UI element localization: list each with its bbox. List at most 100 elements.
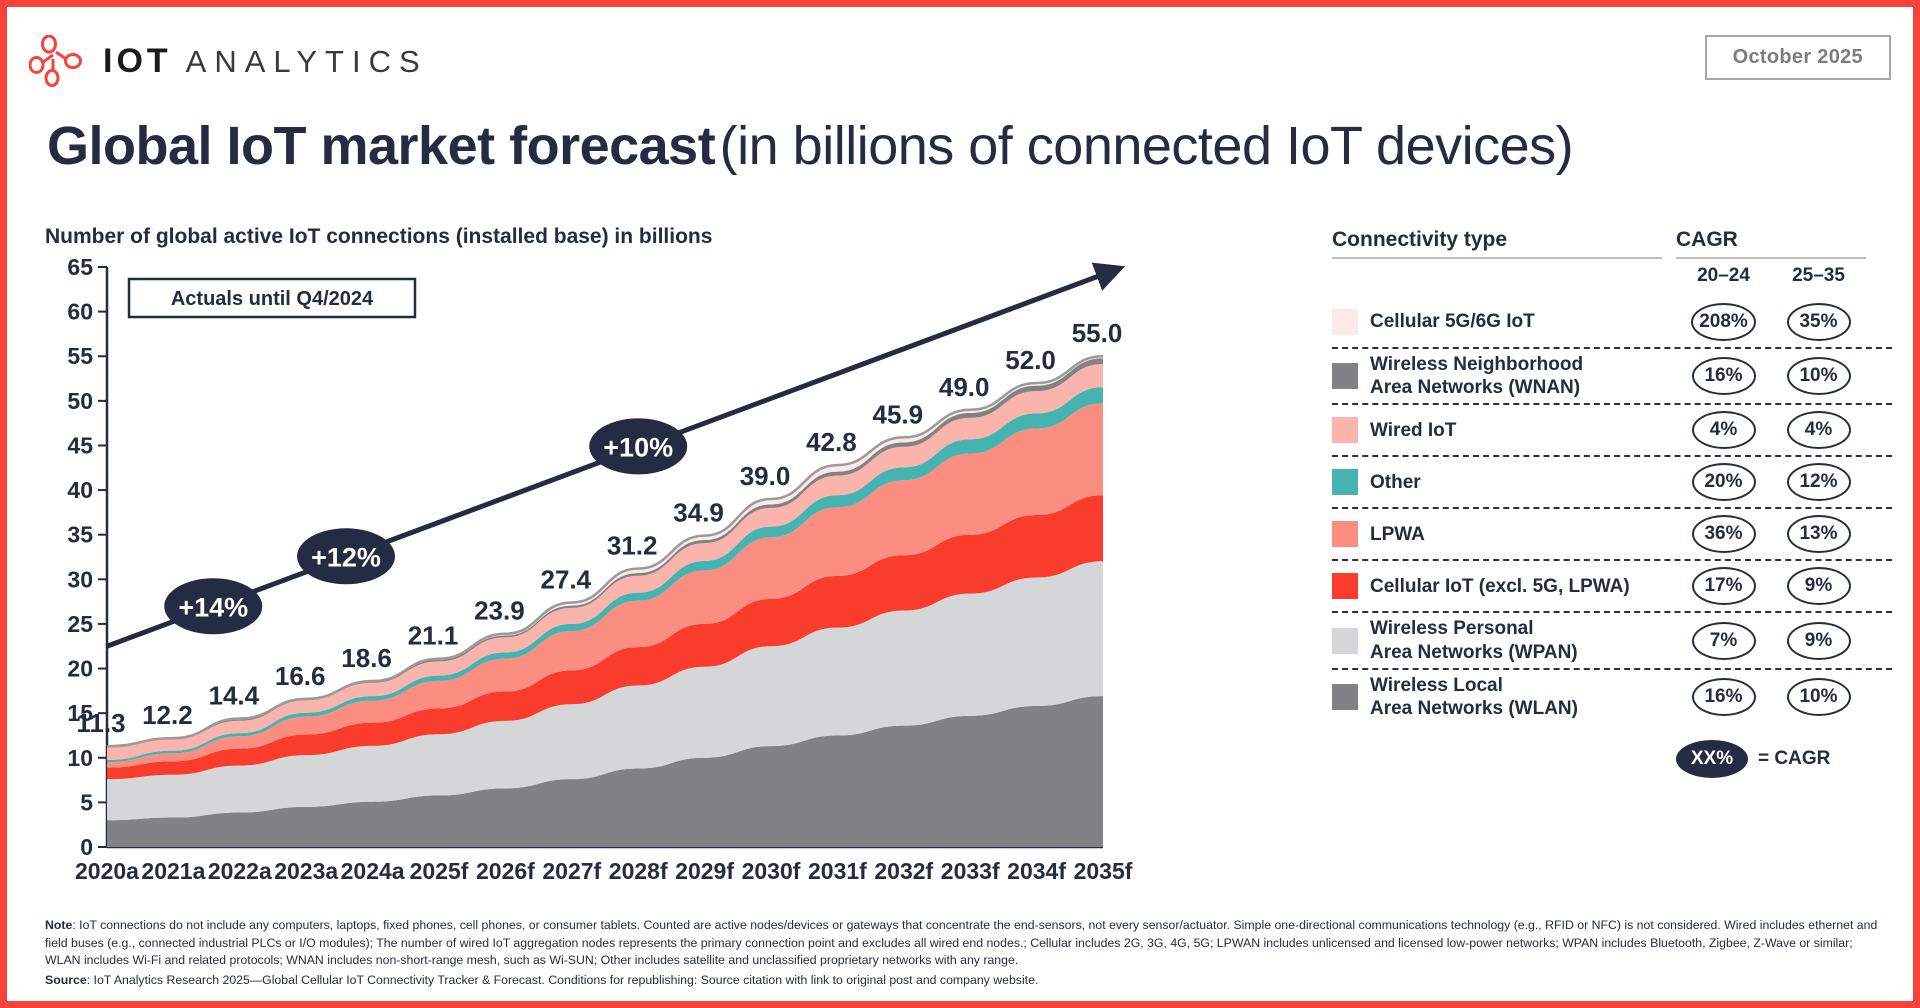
legend-cagr-20-24: 17% xyxy=(1691,567,1756,606)
total-outline xyxy=(106,354,1104,748)
y-tick-label: 65 xyxy=(67,259,93,280)
y-tick-label: 50 xyxy=(67,388,93,414)
date-badge: October 2025 xyxy=(1704,35,1891,80)
data-label: 11.3 xyxy=(76,708,125,738)
legend-color-swatch xyxy=(1332,469,1358,496)
legend-cagr-25-35: 13% xyxy=(1786,515,1851,554)
x-tick-label: 2023a xyxy=(274,858,338,884)
legend-cagr-25-35-cell: 35% xyxy=(1771,303,1866,341)
area-series xyxy=(107,561,1103,821)
legend-cagr-20-24-cell: 20% xyxy=(1676,463,1771,502)
data-label: 45.9 xyxy=(872,399,923,429)
x-tick-label: 2034f xyxy=(1007,858,1066,884)
data-label: 18.6 xyxy=(341,643,392,673)
legend-color-swatch xyxy=(1332,573,1358,600)
legend-row-left: Cellular 5G/6G IoT xyxy=(1332,309,1676,335)
legend-cagr-20-24: 20% xyxy=(1691,463,1756,502)
cagr-key-badge: XX% xyxy=(1676,740,1748,779)
plot-area: 0 5 10 15 20 25 30 35 40 45 50 55 60 65 11.3 12.2 14.4 1… xyxy=(45,259,1315,899)
legend-item-label: Cellular 5G/6G IoT xyxy=(1370,311,1535,333)
footnote-source-label: Source xyxy=(45,972,87,987)
legend-rows: Cellular 5G/6G IoT 208% 35% Wireless Neighb… xyxy=(1332,297,1892,724)
legend-row-left: Cellular IoT (excl. 5G, LPWA) xyxy=(1332,573,1676,600)
legend-cagr-25-35-cell: 9% xyxy=(1771,621,1866,660)
y-tick-label: 10 xyxy=(67,745,93,771)
legend-row-left: LPWA xyxy=(1332,521,1676,548)
footnote: Note: IoT connections do not include any… xyxy=(45,917,1890,989)
cagr-key: XX% = CAGR xyxy=(1676,740,1892,779)
footnote-source-text: : IoT Analytics Research 2025—Global Cel… xyxy=(86,972,1039,987)
legend-color-swatch xyxy=(1332,627,1358,654)
legend-item-label: Wireless Personal Area Networks (WPAN) xyxy=(1370,618,1578,663)
footnote-source: Source: IoT Analytics Research 2025—Glob… xyxy=(45,972,1890,989)
legend-row[interactable]: Wired IoT 4% 4% xyxy=(1332,405,1892,458)
legend-row[interactable]: Wireless Personal Area Networks (WPAN) 7% 9… xyxy=(1332,613,1892,670)
legend-cagr-25-35-cell: 10% xyxy=(1771,677,1866,716)
x-tick-label: 2032f xyxy=(874,858,933,884)
area-series xyxy=(107,696,1103,847)
data-label: 55.0 xyxy=(1072,318,1123,348)
x-tick-label: 2030f xyxy=(742,858,801,884)
growth-badge-label: +14% xyxy=(178,592,248,622)
data-label: 16.6 xyxy=(275,661,326,691)
data-label: 42.8 xyxy=(806,427,857,457)
legend-color-swatch xyxy=(1332,309,1358,335)
actuals-note-box: Actuals until Q4/2024 xyxy=(127,277,417,319)
legend-item-label: Other xyxy=(1370,471,1421,493)
legend-row[interactable]: Wireless Local Area Networks (WLAN) 16% 10% xyxy=(1332,670,1892,724)
legend-row[interactable]: Cellular 5G/6G IoT 208% 35% xyxy=(1332,297,1892,349)
legend-row-left: Wireless Neighborhood Area Networks (WNAN… xyxy=(1332,353,1676,399)
legend-item-label: Wireless Neighborhood Area Networks (WNAN… xyxy=(1370,354,1584,399)
legend-cagr-20-24: 16% xyxy=(1691,677,1756,716)
data-label-group: 11.3 12.2 14.4 16.6 18.6 21.1 23.9 27.4 31.2 34.9… xyxy=(76,318,1122,738)
legend-item-label: Wireless Local Area Networks (WLAN) xyxy=(1370,674,1578,719)
cagr-key-label: = CAGR xyxy=(1758,748,1831,770)
y-tick-label: 30 xyxy=(67,566,93,592)
data-label: 39.0 xyxy=(740,461,791,491)
data-label: 21.1 xyxy=(408,621,459,651)
legend-cagr-20-24-cell: 17% xyxy=(1676,567,1771,606)
legend-row[interactable]: LPWA 36% 13% xyxy=(1332,509,1892,562)
x-tick-label: 2021a xyxy=(141,858,205,884)
legend-cagr-20-24: 4% xyxy=(1691,411,1756,450)
legend-header: Connectivity type CAGR xyxy=(1332,225,1892,259)
legend-row-left: Wired IoT xyxy=(1332,417,1676,444)
legend-color-swatch xyxy=(1332,363,1358,390)
legend-row-left: Other xyxy=(1332,469,1676,496)
legend-row[interactable]: Cellular IoT (excl. 5G, LPWA) 17% 9% xyxy=(1332,561,1892,614)
x-tick-label: 2028f xyxy=(609,858,668,884)
legend-cagr-20-24: 36% xyxy=(1691,515,1756,554)
y-tick-label: 15 xyxy=(67,700,93,726)
data-label: 12.2 xyxy=(142,700,193,730)
logo-text-analytics: ANALYTICS xyxy=(185,43,428,79)
legend-row[interactable]: Wireless Neighborhood Area Networks (WNAN… xyxy=(1332,349,1892,406)
legend-cagr-25-35: 10% xyxy=(1786,357,1851,396)
page-title: Global IoT market forecast (in billions … xyxy=(47,115,1887,177)
legend-cagr-20-24-cell: 4% xyxy=(1676,411,1771,450)
growth-badge xyxy=(589,418,688,475)
legend-color-swatch xyxy=(1332,521,1358,548)
legend-row[interactable]: Other 20% 12% xyxy=(1332,457,1892,510)
legend-col-25-35: 25–35 xyxy=(1792,265,1845,286)
legend-cagr-25-35: 35% xyxy=(1786,303,1851,341)
data-label: 52.0 xyxy=(1005,345,1056,375)
page-title-bold: Global IoT market forecast xyxy=(47,116,716,176)
growth-badge-label: +10% xyxy=(603,432,673,462)
chart-subtitle: Number of global active IoT connections … xyxy=(45,225,713,248)
y-tick-label: 60 xyxy=(67,299,93,325)
legend-header-connectivity-type: Connectivity type xyxy=(1332,228,1662,259)
legend-color-swatch xyxy=(1332,417,1358,444)
header: IOT ANALYTICS October 2025 xyxy=(7,7,1913,107)
y-tick-label: 45 xyxy=(67,432,93,458)
legend-cagr-25-35-cell: 9% xyxy=(1771,567,1866,606)
x-tick-label: 2029f xyxy=(675,858,734,884)
legend-header-cagr: CAGR xyxy=(1676,228,1866,259)
legend-subheader: 20–24 25–35 xyxy=(1676,265,1892,287)
legend-cagr-20-24: 208% xyxy=(1691,303,1756,341)
legend-cagr-25-35-cell: 12% xyxy=(1771,463,1866,502)
growth-badge xyxy=(297,528,396,585)
legend-cagr-25-35: 4% xyxy=(1786,411,1851,450)
brand-logo[interactable]: IOT ANALYTICS xyxy=(29,35,428,87)
legend-cagr-25-35: 12% xyxy=(1786,463,1851,502)
